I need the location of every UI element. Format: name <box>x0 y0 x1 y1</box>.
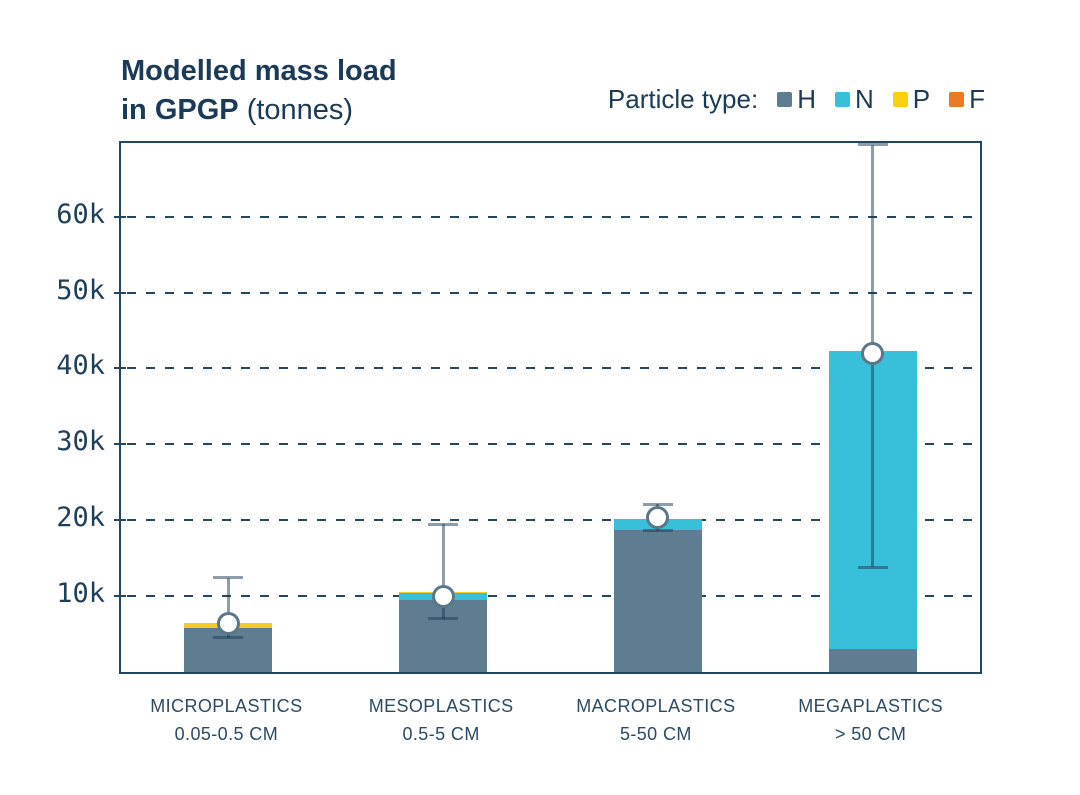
legend-swatch-h-icon <box>777 92 793 107</box>
category-name: MEGAPLASTICS <box>798 696 944 716</box>
chart-title-line1: Modelled mass load <box>121 55 397 87</box>
y-axis-label-10k: 10k <box>56 578 105 610</box>
plot-area <box>114 141 982 674</box>
gridline-10k <box>121 595 980 598</box>
legend-item-h[interactable]: H <box>777 84 816 115</box>
x-axis-label-macroplastics: MACROPLASTICS 5-50 CM <box>536 692 776 748</box>
gridline-50k <box>121 291 980 294</box>
x-axis-label-microplastics: MICROPLASTICS 0.05-0.5 CM <box>106 692 346 748</box>
error-cap-low-megaplastics <box>857 565 888 569</box>
category-size-range: 0.05-0.5 CM <box>174 724 279 744</box>
legend-code-p: P <box>912 84 931 114</box>
x-axis-label-megaplastics: MEGAPLASTICS > 50 CM <box>751 692 991 748</box>
gridline-60k <box>121 215 980 218</box>
y-tick-50k <box>114 291 126 294</box>
error-cap-high-macroplastics <box>642 502 673 506</box>
legend-code-f: F <box>969 84 985 114</box>
legend-item-p[interactable]: P <box>892 84 931 115</box>
error-cap-high-mesoplastics <box>428 522 459 526</box>
legend-title: Particle type: <box>607 84 759 114</box>
error-bar-microplastics <box>226 577 230 638</box>
legend-swatch-f-icon <box>949 92 965 107</box>
y-axis-label-20k: 20k <box>56 502 105 534</box>
gridline-40k <box>121 367 980 370</box>
legend: Particle type: H N P F <box>608 84 985 115</box>
category-name: MICROPLASTICS <box>150 696 303 716</box>
estimate-marker-microplastics[interactable] <box>216 611 240 635</box>
legend-item-f[interactable]: F <box>949 84 985 115</box>
y-tick-40k <box>114 367 126 370</box>
error-cap-high-megaplastics <box>857 143 888 147</box>
legend-swatch-p-icon <box>892 92 908 107</box>
gridline-30k <box>121 443 980 446</box>
y-axis-label-40k: 40k <box>56 350 105 382</box>
y-tick-20k <box>114 519 126 522</box>
error-cap-low-macroplastics <box>642 529 673 533</box>
chart-title-units: (tonnes) <box>238 94 354 126</box>
category-name: MACROPLASTICS <box>576 696 736 716</box>
bar-macroplastics-h[interactable] <box>613 530 702 672</box>
error-cap-low-mesoplastics <box>428 617 459 621</box>
y-axis-label-30k: 30k <box>56 426 105 458</box>
error-bar-mesoplastics <box>441 524 445 619</box>
y-tick-10k <box>114 595 126 598</box>
estimate-marker-mesoplastics[interactable] <box>431 584 455 608</box>
y-axis-label-50k: 50k <box>56 274 105 306</box>
error-cap-high-microplastics <box>213 576 244 580</box>
category-size-range: 0.5-5 CM <box>402 724 480 744</box>
category-size-range: > 50 CM <box>834 724 907 744</box>
chart-title-line2: in GPGP (tonnes) <box>121 94 354 126</box>
estimate-marker-megaplastics[interactable] <box>861 341 885 365</box>
bar-megaplastics-h[interactable] <box>828 649 917 672</box>
legend-item-n[interactable]: N <box>834 84 874 115</box>
x-axis-label-mesoplastics: MESOPLASTICS 0.5-5 CM <box>321 692 561 748</box>
chart-title: Modelled mass load in GPGP (tonnes) <box>121 52 397 130</box>
estimate-marker-macroplastics[interactable] <box>646 505 670 529</box>
category-name: MESOPLASTICS <box>368 696 514 716</box>
legend-code-n: N <box>854 84 874 114</box>
category-size-range: 5-50 CM <box>619 724 692 744</box>
error-cap-low-microplastics <box>213 636 244 640</box>
legend-swatch-n-icon <box>834 92 850 107</box>
y-axis-label-60k: 60k <box>56 198 105 230</box>
legend-code-h: H <box>797 84 816 114</box>
y-tick-30k <box>114 443 126 446</box>
y-tick-60k <box>114 215 126 218</box>
gridline-20k <box>121 519 980 522</box>
